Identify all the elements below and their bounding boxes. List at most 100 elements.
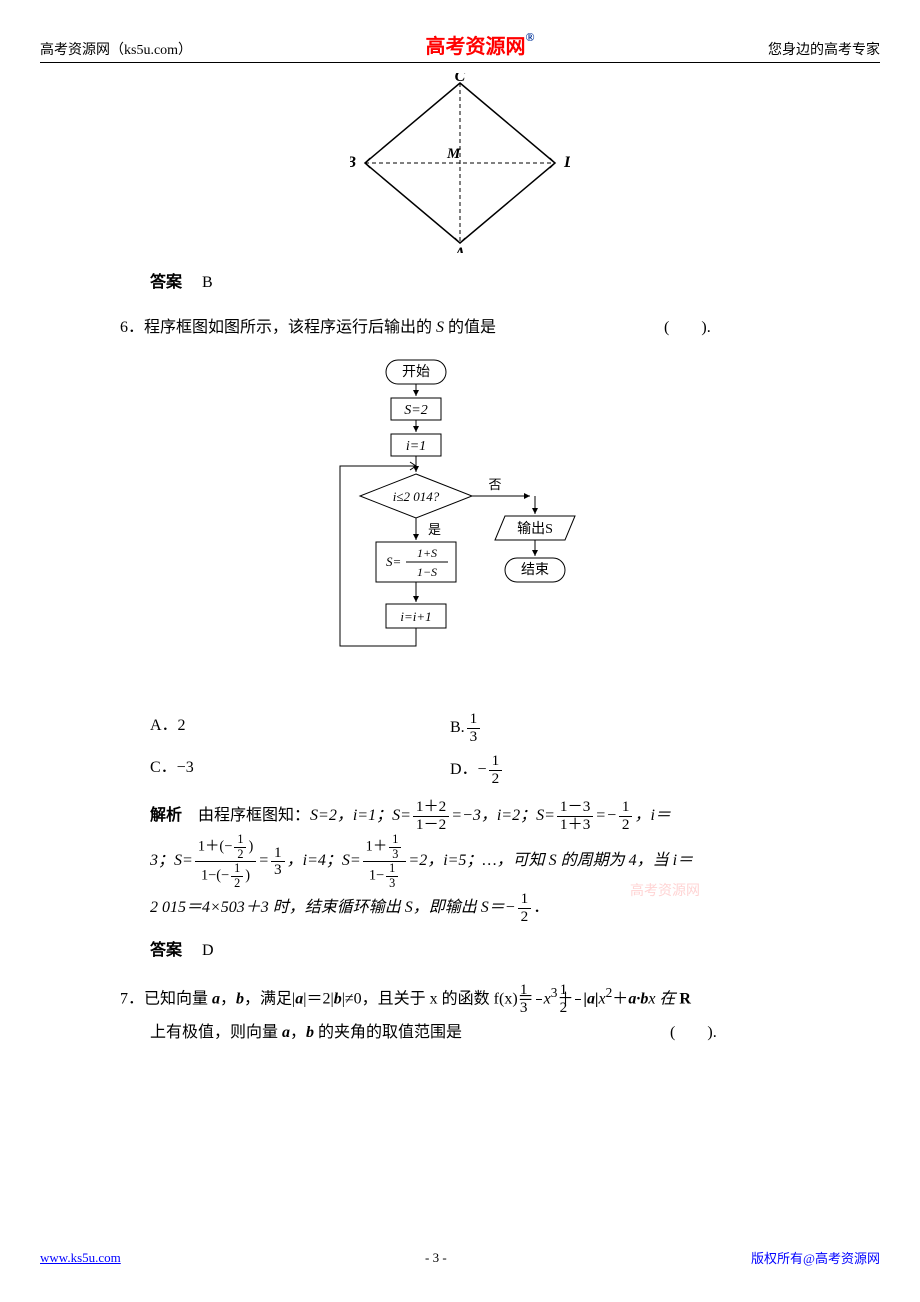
q6-an-l2a: 3；S= <box>150 853 193 870</box>
q7-t4: |≠0，且关于 x 的函数 f(x)＝ <box>342 990 534 1007</box>
q7: 7．已知向量 a，b，满足|a|＝2|b|≠0，且关于 x 的函数 f(x)＝1… <box>120 980 800 1049</box>
q6-opt-B-pre: B. <box>450 719 465 736</box>
q7-t3: |＝2| <box>303 990 333 1007</box>
frac-den: 1−13 <box>363 862 407 890</box>
header-center: 高考资源网® <box>426 30 535 59</box>
q7-t1: 已知向量 <box>144 990 212 1007</box>
label-D: D <box>563 154 570 171</box>
q6-opt-C: C．−3 <box>150 753 450 787</box>
q6-var-S: S <box>436 319 444 336</box>
label-A: A <box>454 245 466 253</box>
frac-den: 1＋3 <box>557 817 593 834</box>
q5-answer-label: 答案 <box>150 274 182 291</box>
frac-num: 1＋2 <box>413 799 449 817</box>
flow-inc: i=i+1 <box>400 609 431 624</box>
q6-f1: 1＋21－2 <box>411 799 451 833</box>
q7-a: a <box>212 990 220 1007</box>
flow-end: 结束 <box>521 562 549 578</box>
q6-opt-A: A．2 <box>150 711 450 745</box>
flowchart: 开始 S=2 i=1 i≤2 014? 否 输出S <box>120 356 800 701</box>
content: C D A B M 答案 B 6．程序框图如图所示，该程序运行后输出的 S 的值… <box>40 73 880 1049</box>
q6-an-l3b: ． <box>533 899 549 916</box>
flow-i1: i=1 <box>406 439 426 454</box>
q6-an-l1d: =− <box>595 807 617 824</box>
flow-start: 开始 <box>402 364 430 380</box>
q7-b3: b <box>306 1024 314 1041</box>
frac-den: 2 <box>518 909 532 926</box>
frac-num: 1 <box>467 711 481 729</box>
frac-den: 1−(−12) <box>195 862 256 890</box>
q5-answer: 答案 B <box>150 268 800 292</box>
q6-an-l2c: ，i=4；S= <box>287 853 361 870</box>
q6-f7: 12 <box>516 891 534 925</box>
frac-num: 1＋13 <box>363 833 407 862</box>
q7-adotb: a·b <box>628 990 648 1007</box>
frac-num: 1＋(−12) <box>195 833 256 862</box>
rhombus-svg: C D A B M <box>350 73 570 253</box>
q7-fa: 13 <box>534 982 544 1016</box>
flow-frac-den: 1−S <box>417 565 437 579</box>
q7-fb: 12 <box>573 982 583 1016</box>
q6-opt-D-frac: 12 <box>487 753 505 787</box>
q6-opt-B: B.13 <box>450 711 750 745</box>
frac-num: 1 <box>489 753 503 771</box>
page-header: 高考资源网（ks5u.com） 高考资源网® 您身边的高考专家 <box>40 30 880 63</box>
footer-page: - 3 - <box>425 1250 447 1266</box>
q6-options-row1: A．2 B.13 <box>150 711 800 745</box>
page: 高考资源网（ks5u.com） 高考资源网® 您身边的高考专家 C D A <box>0 0 920 1302</box>
label-C: C <box>455 73 466 85</box>
q6-an-l1c: =−3，i=2；S= <box>451 807 555 824</box>
q6-text: 程序框图如图所示，该程序运行后输出的 <box>144 319 436 336</box>
q6-an-l2d: =2，i=5；…，可知 S 的周期为 4，当 i＝ <box>408 853 693 870</box>
q7-R: R <box>679 990 691 1007</box>
q7-xend: x 在 <box>648 990 679 1007</box>
q7-t2: ，满足| <box>244 990 295 1007</box>
q7-num: 7． <box>120 990 144 1007</box>
q6-text2: 的值是 <box>444 319 496 336</box>
q6-f3: 12 <box>617 799 635 833</box>
q6-paren: ( ). <box>664 319 711 336</box>
q6-an-l3a: 2 015＝4×503＋3 时，结束循环输出 S，即输出 S＝− <box>150 899 516 916</box>
flow-frac-num: 1+S <box>417 546 437 560</box>
q6-an-l2b: = <box>258 853 269 870</box>
frac-num: 1 <box>518 891 532 909</box>
rhombus-figure: C D A B M <box>120 73 800 258</box>
q7-l2: 上有极值，则向量 <box>150 1024 282 1041</box>
frac-den: 2 <box>489 771 503 788</box>
q6: 6．程序框图如图所示，该程序运行后输出的 S 的值是 ( ). <box>120 312 800 344</box>
frac-num: 1－3 <box>557 799 593 817</box>
q7-x2: x <box>599 990 606 1007</box>
frac-num: 1 <box>271 845 285 863</box>
q7-b2: b <box>334 990 342 1007</box>
footer-copy: 版权所有@高考资源网 <box>751 1248 880 1267</box>
frac-den: 1－2 <box>413 817 449 834</box>
label-B: B <box>350 154 356 171</box>
q6-f4: 1＋(−12) 1−(−12) <box>193 833 258 890</box>
q6-f2: 1－31＋3 <box>555 799 595 833</box>
q6-options-row2: C．−3 D．−12 <box>150 753 800 787</box>
q7-absa: |a| <box>583 990 598 1007</box>
flow-formula-label: S= <box>386 554 401 569</box>
q6-f6: 1＋13 1−13 <box>361 833 409 890</box>
q7-b: b <box>236 990 244 1007</box>
q6-answer-label: 答案 <box>150 942 182 959</box>
header-right: 您身边的高考专家 <box>768 39 880 59</box>
q7-plus2: ＋ <box>612 990 628 1007</box>
footer-url: www.ks5u.com <box>40 1250 121 1266</box>
q6-analysis-label: 解析 <box>150 807 182 824</box>
q6-an-l1b: S=2，i=1；S= <box>310 807 411 824</box>
q6-answer-value: D <box>202 942 214 959</box>
label-M: M <box>446 146 461 162</box>
q6-opt-D-pre: D．− <box>450 761 487 778</box>
flow-s2: S=2 <box>404 403 427 418</box>
header-center-text: 高考资源网 <box>426 36 526 58</box>
q6-an-l1e: ，i＝ <box>634 807 670 824</box>
flow-cond: i≤2 014? <box>393 489 440 504</box>
q6-f5: 13 <box>269 845 287 879</box>
q7-l2c: 的夹角的取值范围是 <box>314 1024 462 1041</box>
q7-l2b: ， <box>290 1024 306 1041</box>
q7-a3: a <box>282 1024 290 1041</box>
flow-yes: 是 <box>428 522 441 537</box>
frac-num: 1 <box>619 799 633 817</box>
q6-opt-D: D．−12 <box>450 753 750 787</box>
